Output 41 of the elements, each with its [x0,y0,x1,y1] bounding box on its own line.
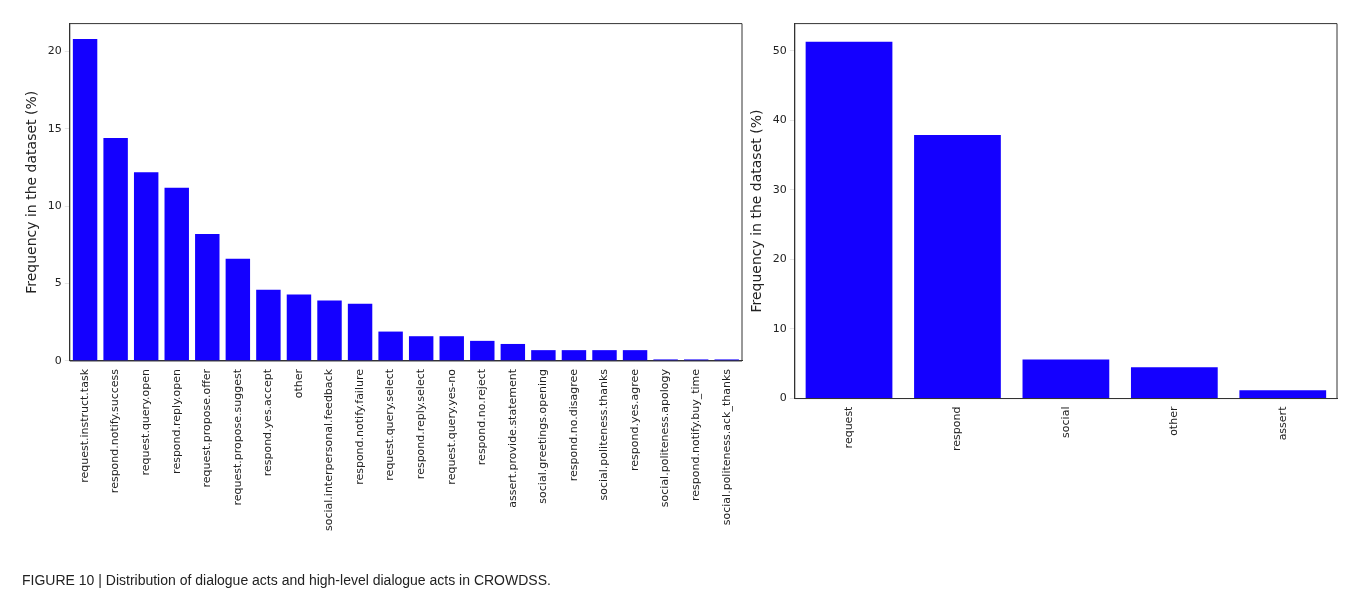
x-tick-label: request.query.yes-no [444,368,458,485]
x-tick-label: respond.reply.select [414,368,428,480]
y-tick-label: 10 [772,321,787,335]
x-tick-label: respond.yes.agree [627,368,641,471]
y-tick-label: 30 [772,182,787,196]
x-tick-label: social.interpersonal.feedback [322,368,336,532]
x-tick-label: assert [1275,405,1289,441]
x-tick-label: other [1167,406,1181,436]
x-tick-label: request.query.select [383,368,397,481]
x-tick-label: other [291,368,305,399]
x-tick-label: request [841,405,855,449]
y-tick-label: 15 [47,121,62,135]
x-tick-label: respond.no.reject [475,368,489,466]
x-tick-label: respond [950,406,964,452]
x-tick-label: request.propose.offer [200,368,214,488]
y-tick-label: 10 [47,199,62,213]
x-tick-label: social.greetings.opening [536,368,550,504]
x-tick-label: social.politeness.ack_thanks [719,368,733,526]
y-tick-label: 0 [779,391,787,405]
x-tick-label: social.politeness.thanks [597,368,611,501]
x-tick-label: respond.notify.success [108,368,122,494]
x-tick-label: social [1058,406,1072,438]
x-tick-label: request.propose.suggest [230,368,244,506]
x-tick-label: respond.yes.accept [261,368,275,477]
x-tick-label: request.instruct.task [77,368,91,483]
x-tick-label: respond.reply.open [169,368,183,474]
y-tick-label: 40 [772,113,787,127]
y-tick-label: 50 [772,43,787,57]
y-tick-label: 0 [54,353,62,367]
y-axis-title: Frequency in the dataset (%) [23,90,40,294]
x-tick-label: assert.provide.statement [505,368,519,508]
y-tick-label: 20 [47,44,62,58]
y-tick-label: 20 [772,252,787,266]
x-tick-label: request.query.open [139,368,153,476]
caption: FIGURE 10 | Distribution of dialogue acts and high-level dialogue acts in CROWDSS. [22,572,551,588]
x-tick-label: social.politeness.apology [658,368,672,508]
x-tick-label: respond.no.disagree [566,368,580,482]
y-tick-label: 5 [54,276,62,290]
y-axis-title: Frequency in the dataset (%) [748,109,765,313]
x-tick-label: respond.notify.buy_time [689,368,703,501]
x-tick-label: respond.notify.failure [352,368,366,485]
